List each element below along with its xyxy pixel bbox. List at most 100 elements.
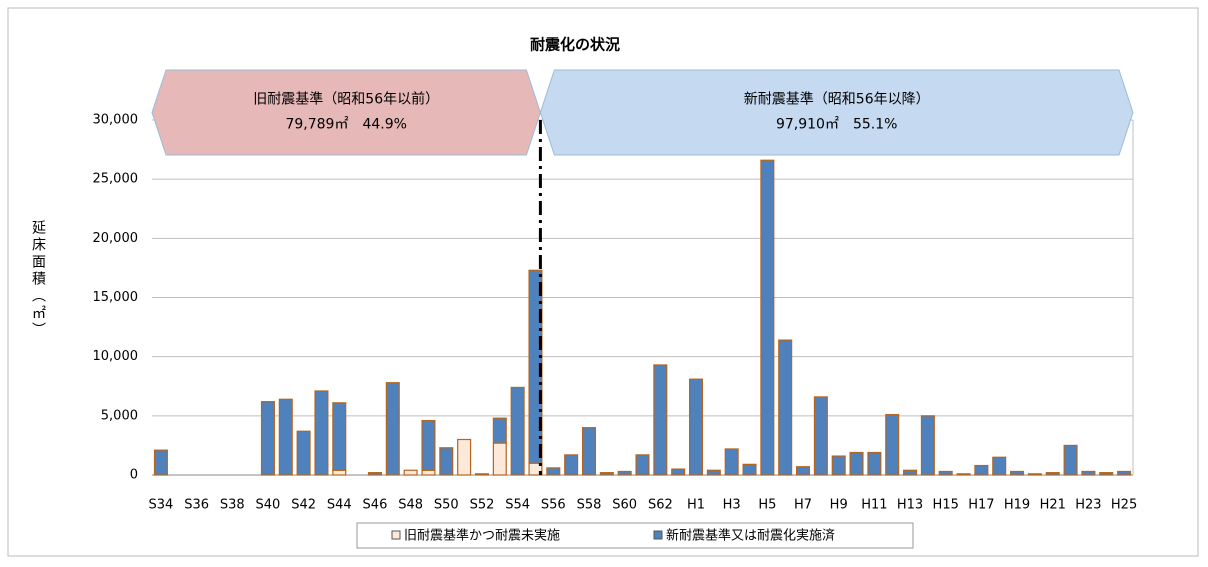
y-tick-label: 0 — [130, 468, 138, 483]
bar-segment — [457, 438, 472, 476]
bar-segment — [492, 442, 507, 476]
bar-segment — [635, 454, 650, 476]
bar-segment — [1027, 473, 1042, 476]
bar-segment — [403, 469, 418, 476]
y-tick-label: 25,000 — [93, 172, 139, 187]
x-tick-label: S62 — [648, 498, 673, 513]
bar-segment — [153, 449, 168, 476]
bar-segment — [778, 339, 793, 476]
x-tick-label: S48 — [398, 498, 423, 513]
x-tick-label: H15 — [933, 498, 959, 513]
bar-segment — [421, 419, 436, 471]
bar-segment — [992, 456, 1007, 476]
bar-segment — [546, 467, 561, 476]
x-tick-label: H21 — [1040, 498, 1066, 513]
x-tick-label: H13 — [897, 498, 923, 513]
bar-segment — [885, 414, 900, 476]
x-tick-label: S40 — [256, 498, 281, 513]
bar-segment — [1045, 472, 1060, 476]
legend-label: 新耐震基準又は耐震化実施済 — [666, 528, 835, 544]
bar-segment — [528, 269, 543, 464]
bar-segment — [920, 415, 935, 476]
bar-segment — [581, 427, 597, 476]
x-tick-label: H1 — [687, 498, 705, 513]
annotation-banner — [539, 69, 1134, 156]
bar-segment — [796, 466, 811, 476]
x-tick-label: H5 — [758, 498, 776, 513]
bar-segment — [671, 468, 686, 476]
bar-segment — [599, 472, 614, 476]
bar-segment — [903, 469, 918, 476]
bar-segment — [421, 469, 436, 476]
x-tick-label: H23 — [1075, 498, 1101, 513]
y-tick-label: 15,000 — [93, 290, 139, 305]
bar-segment — [760, 159, 775, 476]
bar-segment — [849, 451, 864, 476]
y-tick-label: 20,000 — [93, 231, 139, 246]
bar-segment — [617, 470, 632, 476]
bar-segment — [742, 463, 757, 476]
x-tick-label: S54 — [505, 498, 530, 513]
x-tick-label: S50 — [434, 498, 459, 513]
annotation-banner — [151, 69, 541, 156]
bar-segment — [956, 473, 971, 476]
x-tick-label: H25 — [1111, 498, 1137, 513]
bar-segment — [1099, 472, 1114, 476]
x-tick-label: S52 — [470, 498, 495, 513]
bar-segment — [938, 470, 953, 476]
bar-segment — [1010, 470, 1025, 476]
bar-segment — [831, 455, 846, 476]
bar-segment — [813, 396, 828, 476]
bar-segment — [296, 430, 311, 476]
y-tick-label: 5,000 — [101, 408, 138, 423]
x-tick-label: H7 — [794, 498, 812, 513]
bar-segment — [1063, 444, 1078, 476]
legend-swatch — [391, 530, 401, 540]
y-tick-label: 10,000 — [93, 349, 139, 364]
annotation-text: 旧耐震基準（昭和56年以前） — [253, 91, 439, 108]
x-tick-label: H3 — [723, 498, 741, 513]
bar-segment — [492, 417, 507, 444]
bar-segment — [706, 469, 721, 476]
x-tick-label: H9 — [830, 498, 848, 513]
bar-segment — [332, 469, 347, 476]
bar-segment — [439, 447, 454, 476]
x-tick-label: S42 — [291, 498, 316, 513]
x-tick-label: S60 — [612, 498, 637, 513]
x-tick-label: H11 — [861, 498, 887, 513]
bar-segment — [260, 401, 275, 476]
x-tick-label: S38 — [220, 498, 245, 513]
bar-segment — [867, 451, 882, 476]
x-tick-label: S58 — [577, 498, 602, 513]
annotation-text: 79,789㎡ 44.9% — [285, 117, 406, 133]
x-tick-label: S36 — [184, 498, 209, 513]
x-tick-label: S44 — [327, 498, 352, 513]
legend-box — [356, 522, 914, 549]
x-tick-label: S56 — [541, 498, 566, 513]
bar-segment — [1081, 470, 1096, 476]
x-tick-label: S34 — [149, 498, 174, 513]
bar-segment — [974, 464, 989, 476]
annotation-text: 新耐震基準（昭和56年以降） — [744, 91, 930, 108]
bar-segment — [474, 473, 489, 476]
bar-segment — [510, 386, 525, 476]
annotation-text: 97,910㎡ 55.1% — [776, 117, 897, 133]
bar-segment — [564, 454, 579, 476]
bar-segment — [653, 364, 668, 476]
legend-label: 旧耐震基準かつ耐震未実施 — [404, 528, 560, 544]
x-tick-label: H19 — [1004, 498, 1030, 513]
bar-segment — [278, 398, 293, 476]
chart-title: 耐震化の状況 — [530, 36, 620, 54]
bar-segment — [332, 402, 347, 471]
bar-segment — [1117, 470, 1132, 476]
bar-segment — [688, 378, 704, 476]
x-tick-label: S46 — [363, 498, 388, 513]
legend-swatch — [653, 530, 663, 540]
bar-segment — [314, 390, 329, 476]
y-axis-label: 延床面積（㎡） — [30, 220, 46, 339]
y-tick-label: 30,000 — [93, 113, 139, 128]
bar-segment — [724, 448, 739, 476]
bar-segment — [385, 382, 400, 476]
bar-segment — [367, 472, 382, 476]
